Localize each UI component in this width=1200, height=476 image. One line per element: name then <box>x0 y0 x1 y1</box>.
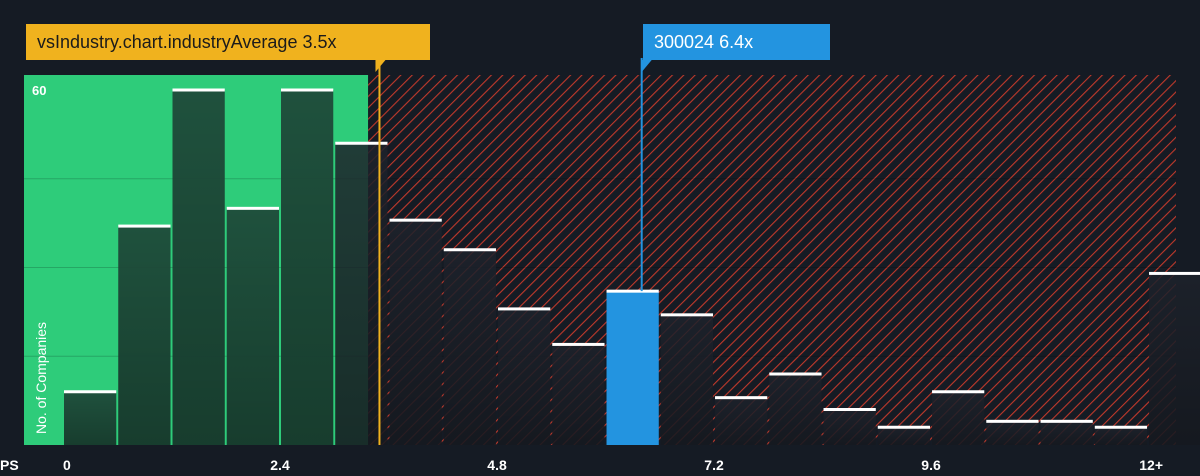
x-axis-label: PS <box>0 457 19 473</box>
bar-top <box>498 307 551 311</box>
bar-shade <box>660 314 714 445</box>
bar-6 <box>389 218 442 445</box>
bar-shade <box>552 344 605 445</box>
y-tick-label: 60 <box>32 83 46 98</box>
bar-shade <box>932 391 985 445</box>
x-tick-label: 2.4 <box>270 457 290 473</box>
bar-top <box>877 425 931 429</box>
company-label: 300024 6.4x <box>654 32 753 52</box>
bar-0 <box>64 390 117 445</box>
bar-top <box>172 88 225 92</box>
company-callout: 300024 6.4x <box>641 24 830 72</box>
bar-17 <box>986 419 1039 445</box>
bar-1 <box>118 224 171 445</box>
bar-top <box>1149 271 1200 275</box>
bar-top <box>1040 419 1093 423</box>
company-callout-box <box>641 24 830 72</box>
industry-average-callout: vsIndustry.chart.industryAverage 3.5x <box>26 24 430 72</box>
y-axis-label: No. of Companies <box>33 322 49 434</box>
x-tick-label: 0 <box>63 457 71 473</box>
bar-shade <box>1149 273 1200 445</box>
bar-15 <box>877 425 931 445</box>
y-axis-ticks: 60 <box>32 83 46 98</box>
bar-shade <box>443 249 497 445</box>
bar-shade <box>226 208 280 445</box>
bar-top <box>660 313 714 317</box>
x-tick-label: 9.6 <box>921 457 941 473</box>
bar-shade <box>877 427 931 445</box>
bar-18 <box>1040 419 1093 445</box>
bar-shade <box>172 90 225 445</box>
bar-top <box>281 88 334 92</box>
bar-shade <box>389 220 442 445</box>
bar-8 <box>498 307 551 445</box>
bar-top <box>226 206 280 210</box>
bar-top <box>443 248 497 252</box>
bar-16 <box>932 390 985 445</box>
bar-19 <box>1094 425 1148 445</box>
bar-14 <box>823 408 876 445</box>
bar-shade <box>64 391 117 445</box>
bar-shade <box>1094 427 1148 445</box>
bar-9 <box>552 342 605 445</box>
bar-20 <box>1149 271 1200 445</box>
bar-top <box>606 289 659 293</box>
bar-shade <box>715 397 768 445</box>
bar-12 <box>715 396 768 445</box>
x-tick-label: 4.8 <box>487 457 507 473</box>
bar-shade <box>823 409 876 445</box>
bar-7 <box>443 248 497 445</box>
bar-shade <box>498 308 551 445</box>
bar-top <box>1094 425 1148 429</box>
bar-top <box>389 218 442 222</box>
bar-top <box>335 141 388 145</box>
bar-top <box>715 396 768 400</box>
bar-top <box>64 390 117 394</box>
bar-body <box>606 291 659 445</box>
bar-4 <box>281 88 334 445</box>
x-axis-ticks: 0 2.4 4.8 7.2 9.6 12+ <box>63 457 1163 473</box>
bar-shade <box>1040 421 1093 445</box>
histogram-bars <box>64 88 1200 445</box>
industry-average-label: vsIndustry.chart.industryAverage 3.5x <box>37 32 336 52</box>
bar-shade <box>118 226 171 445</box>
bar-top <box>986 419 1039 423</box>
bar-13 <box>769 372 822 445</box>
bar-shade <box>281 90 334 445</box>
x-tick-label: 12+ <box>1139 457 1163 473</box>
bar-top <box>932 390 985 394</box>
bar-3 <box>226 206 280 445</box>
bar-top <box>769 372 822 376</box>
bar-shade <box>769 374 822 445</box>
bar-11 <box>660 313 714 445</box>
bar-2 <box>172 88 225 445</box>
bar-top <box>118 224 171 228</box>
bar-shade <box>986 421 1039 445</box>
bar-top <box>552 342 605 346</box>
x-tick-label: 7.2 <box>704 457 724 473</box>
bar-top <box>823 408 876 411</box>
bar-10 <box>606 289 659 445</box>
industry-average-callout-box <box>26 24 430 72</box>
